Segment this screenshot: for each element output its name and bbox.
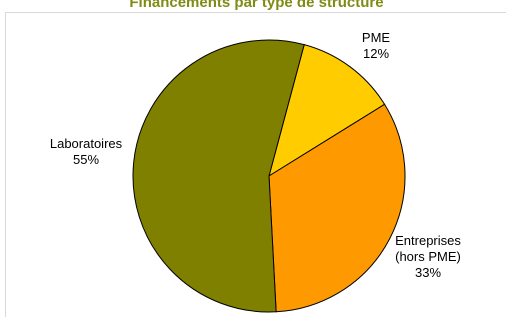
chart-title: Financements par type de structure <box>129 0 384 11</box>
pie-slice-pme <box>268 44 386 178</box>
pie-slice-laboratoires <box>132 39 305 313</box>
slice-label-entreprises-hors-pme: Entreprises (hors PME) 33% <box>395 233 461 280</box>
slice-label-pme: PME 12% <box>362 30 391 61</box>
plot-area-frame <box>5 12 506 317</box>
pie-slice-entreprises-hors-pme <box>268 103 406 313</box>
slice-label-laboratoires: Laboratoires 55% <box>50 136 123 167</box>
